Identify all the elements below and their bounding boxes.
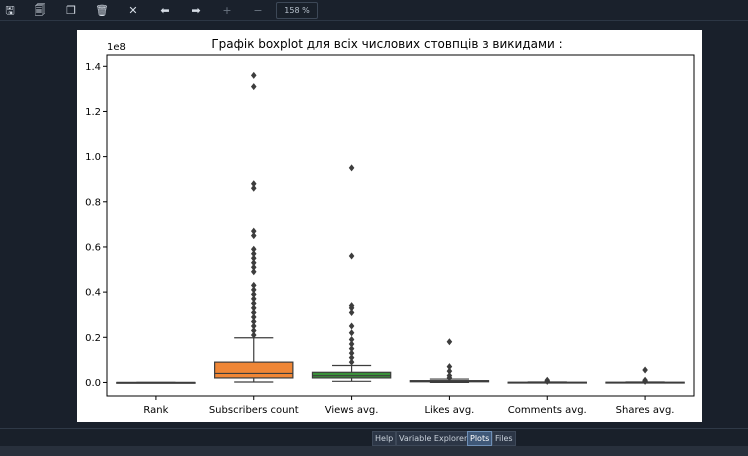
outlier-point <box>250 232 257 240</box>
zoom-in-icon[interactable]: + <box>222 3 232 17</box>
outlier-point <box>250 245 257 253</box>
x-tick-label: Subscribers count <box>209 405 299 416</box>
outlier-point <box>250 180 257 188</box>
copy-icon[interactable]: ❐ <box>66 3 76 17</box>
plot-figure: Графік boxplot для всіх числових стовпці… <box>77 30 702 422</box>
outlier-point <box>250 286 257 294</box>
outlier-point <box>250 299 257 307</box>
close-all-icon[interactable]: ✕ <box>128 3 138 17</box>
outlier-point <box>544 377 551 385</box>
outlier-point <box>250 295 257 303</box>
outlier-point <box>250 317 257 325</box>
outlier-point <box>250 268 257 276</box>
outlier-point <box>348 304 355 312</box>
outlier-point <box>250 184 257 192</box>
tab-plots[interactable]: Plots <box>467 431 493 446</box>
tab-files[interactable]: Files <box>492 431 516 446</box>
outlier-point <box>348 329 355 337</box>
next-icon[interactable]: ➡ <box>191 3 201 17</box>
outlier-point <box>348 308 355 316</box>
y-tick-label: 1.2 <box>85 107 101 118</box>
outlier-point <box>250 263 257 271</box>
outlier-point <box>348 322 355 330</box>
y-tick-label: 0.6 <box>85 242 101 253</box>
y-scale-label: 1e8 <box>107 42 126 53</box>
outlier-point <box>446 363 453 371</box>
x-tick-label: Comments avg. <box>508 405 587 416</box>
outlier-point <box>348 340 355 348</box>
x-tick-label: Views avg. <box>325 405 379 416</box>
y-tick-label: 1.4 <box>85 62 101 73</box>
x-tick-label: Shares avg. <box>616 405 675 416</box>
outlier-point <box>348 349 355 357</box>
plot-frame <box>106 54 695 397</box>
outlier-point <box>250 304 257 312</box>
outlier-point <box>250 250 257 258</box>
outlier-point <box>348 164 355 172</box>
outlier-point <box>250 327 257 335</box>
outlier-point <box>250 331 257 339</box>
previous-icon[interactable]: ⬅ <box>160 3 170 17</box>
outlier-point <box>250 313 257 321</box>
y-axis: 0.0 0.2 0.4 0.6 0.8 1.0 1.2 1.4 <box>85 62 107 389</box>
y-tick-label: 0.2 <box>85 333 101 344</box>
outlier-point <box>250 254 257 262</box>
outlier-point <box>250 259 257 267</box>
zoom-out-icon[interactable]: − <box>253 3 263 17</box>
y-tick-label: 0.4 <box>85 288 101 299</box>
plots-toolbar <box>0 0 748 21</box>
outlier-point <box>250 308 257 316</box>
outlier-point <box>642 366 648 374</box>
outlier-point <box>348 345 355 353</box>
y-tick-label: 1.0 <box>85 152 101 163</box>
x-tick-label: Likes avg. <box>424 405 474 416</box>
x-axis: Rank Subscribers count Views avg. Likes avg… <box>143 396 674 416</box>
outlier-point <box>250 71 257 79</box>
y-tick-label: 0.8 <box>85 197 101 208</box>
status-bar <box>0 446 748 456</box>
outlier-point <box>348 336 355 344</box>
x-tick-label: Rank <box>143 405 168 416</box>
outlier-point <box>348 252 355 260</box>
boxplot-chart: Графік boxplot для всіх числових стовпці… <box>85 37 695 416</box>
zoom-level: 158 % <box>276 2 318 19</box>
outlier-point <box>348 358 355 366</box>
save-all-icon[interactable]: 🗐 <box>34 3 46 17</box>
boxes-group <box>116 71 685 385</box>
outlier-point <box>642 377 648 385</box>
box-2 <box>214 361 294 379</box>
outlier-point <box>250 281 257 289</box>
outlier-point <box>446 374 453 382</box>
outlier-point <box>250 83 257 91</box>
delete-icon[interactable]: 🗑 <box>95 3 109 17</box>
outlier-point <box>250 290 257 298</box>
tab-help[interactable]: Help <box>372 431 397 446</box>
outlier-point <box>250 322 257 330</box>
y-tick-label: 0.0 <box>85 378 101 389</box>
outlier-point <box>348 354 355 362</box>
outlier-point <box>446 367 453 375</box>
chart-title: Графік boxplot для всіх числових стовпці… <box>211 37 562 51</box>
save-icon[interactable]: 🖫 <box>5 3 15 17</box>
outlier-point <box>446 338 453 346</box>
outlier-point <box>250 227 257 235</box>
tab-variable-explorer[interactable]: Variable Explorer <box>396 431 471 446</box>
